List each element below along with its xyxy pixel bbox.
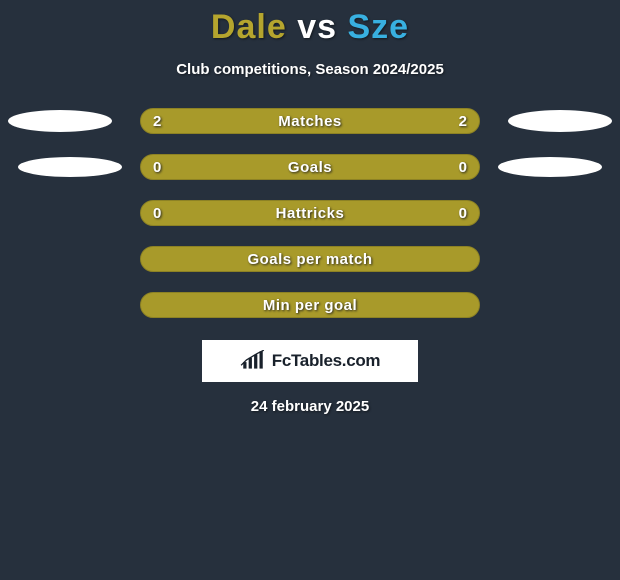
player1-badge: [8, 110, 112, 132]
stat-row: Min per goal: [0, 292, 620, 318]
stat-label: Matches: [278, 113, 342, 130]
stat-bar: 0 Hattricks 0: [140, 200, 480, 226]
stat-row: 2 Matches 2: [0, 108, 620, 134]
stat-bar: Goals per match: [140, 246, 480, 272]
source-logo: FcTables.com: [202, 340, 418, 382]
page-title: Dale vs Sze: [211, 8, 409, 47]
stat-label: Min per goal: [263, 297, 357, 314]
stat-value-right: 0: [459, 159, 467, 176]
stat-row: 0 Hattricks 0: [0, 200, 620, 226]
stat-bar: Min per goal: [140, 292, 480, 318]
stats-rows: 2 Matches 2 0 Goals 0 0 Hattricks 0 Goals per mat…: [0, 108, 620, 318]
player2-badge: [498, 157, 602, 177]
logo-text: FcTables.com: [272, 351, 381, 371]
stat-value-left: 2: [153, 113, 161, 130]
stat-bar: 2 Matches 2: [140, 108, 480, 134]
vs-separator: vs: [287, 8, 348, 46]
player1-name: Dale: [211, 8, 287, 46]
stat-value-right: 2: [459, 113, 467, 130]
date-text: 24 february 2025: [251, 398, 369, 415]
player1-badge: [18, 157, 122, 177]
stat-value-right: 0: [459, 205, 467, 222]
stat-row: 0 Goals 0: [0, 154, 620, 180]
stat-value-left: 0: [153, 205, 161, 222]
player2-badge: [508, 110, 612, 132]
player2-name: Sze: [347, 8, 409, 46]
comparison-infographic: Dale vs Sze Club competitions, Season 20…: [0, 0, 620, 580]
subtitle: Club competitions, Season 2024/2025: [176, 61, 444, 78]
stat-row: Goals per match: [0, 246, 620, 272]
stat-label: Hattricks: [276, 205, 345, 222]
stat-bar: 0 Goals 0: [140, 154, 480, 180]
stat-label: Goals: [288, 159, 332, 176]
bar-chart-icon: [240, 350, 266, 372]
stat-label: Goals per match: [247, 251, 372, 268]
stat-value-left: 0: [153, 159, 161, 176]
